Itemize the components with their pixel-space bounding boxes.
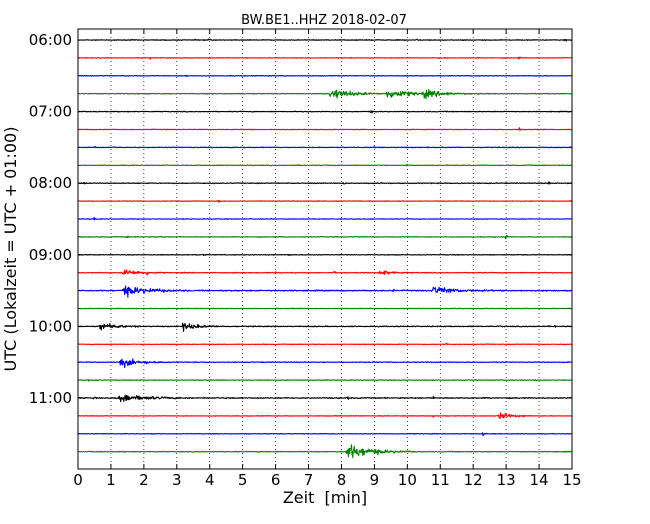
x-tick-label: 14 [530,471,549,489]
x-tick-label: 15 [562,471,581,489]
trace-0900 [77,253,573,257]
trace-1030 [77,358,573,369]
y-tick-label: 06:00 [29,31,72,49]
trace-1100 [77,394,573,403]
trace-1015 [77,342,573,346]
x-axis-label: Zeit [min] [283,488,367,507]
trace-1145 [77,444,573,459]
x-tick-label: 9 [370,471,380,489]
x-tick-label: 4 [205,471,215,489]
trace-0915 [77,269,573,276]
x-tick-label: 0 [73,471,83,489]
plot-frame [77,28,573,470]
trace-0730 [77,145,573,149]
trace-1000 [77,322,573,332]
trace-0930 [77,285,573,298]
y-tick-label: 10:00 [29,317,72,335]
x-tick-label: 8 [337,471,347,489]
trace-0815 [77,199,573,203]
x-axis: 0 1 2 3 4 5 6 7 8 9 10 11 12 13 14 15 [73,29,582,489]
x-tick-label: 13 [497,471,516,489]
x-tick-label: 2 [139,471,149,489]
grid-lines [110,29,540,469]
x-tick-label: 7 [304,471,314,489]
trace-0800 [77,181,573,185]
trace-1045 [77,379,573,382]
trace-0700 [77,110,573,114]
x-tick-label: 6 [271,471,281,489]
y-axis-label: UTC (Lokalzeit = UTC + 01:00) [1,127,20,372]
x-tick-label: 3 [172,471,182,489]
trace-0745 [77,163,573,167]
trace-0830 [77,216,573,221]
y-tick-label: 07:00 [29,103,72,121]
y-tick-label: 09:00 [29,246,72,264]
x-tick-label: 1 [106,471,116,489]
trace-0630 [77,74,573,77]
trace-0715 [77,127,573,132]
trace-1130 [77,432,573,437]
trace-0845 [77,234,573,240]
y-tick-label: 08:00 [29,174,72,192]
trace-1115 [77,412,573,419]
chart-title: BW.BE1..HHZ 2018-02-07 [241,13,407,28]
x-tick-label: 10 [398,471,417,489]
y-axis: 06:00 07:00 08:00 09:00 10:00 11:00 [29,31,572,407]
trace-0645 [77,88,573,100]
trace-0615 [77,56,573,60]
x-tick-label: 12 [464,471,483,489]
trace-0945 [77,307,573,310]
x-tick-label: 5 [238,471,248,489]
traces-group [77,38,573,459]
x-tick-label: 11 [431,471,450,489]
trace-0600 [77,38,573,42]
y-tick-label: 11:00 [29,389,72,407]
